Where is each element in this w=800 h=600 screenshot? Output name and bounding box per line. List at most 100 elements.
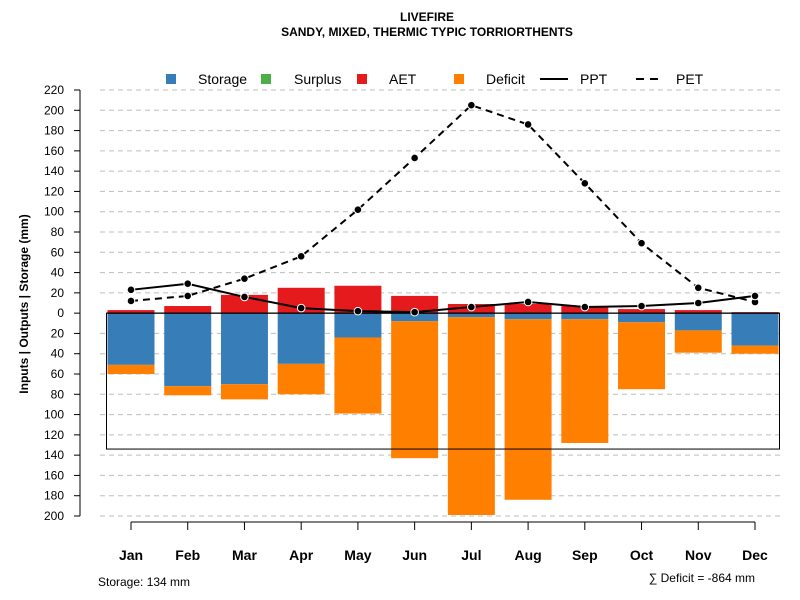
x-tick-label-oct: Oct — [630, 547, 654, 563]
chart-legend: Storage Surplus AET Deficit PPT PET — [166, 71, 704, 87]
pet-point — [467, 100, 476, 110]
deficit-bar — [618, 322, 666, 390]
y-tick-label: 100 — [44, 205, 64, 219]
y-tick-label: 140 — [44, 164, 64, 178]
y-tick-label: 100 — [44, 408, 64, 422]
x-tick-label-jan: Jan — [119, 547, 143, 563]
storage-bar — [447, 313, 495, 318]
y-tick-label: 80 — [51, 225, 65, 239]
ppt-point — [183, 279, 193, 289]
y-tick-label: 180 — [44, 124, 64, 138]
pet-point — [580, 179, 590, 188]
storage-bar — [561, 313, 609, 320]
y-tick-label: 20 — [51, 286, 65, 300]
aet-bar — [674, 310, 722, 314]
legend-label-surplus: Surplus — [294, 71, 341, 87]
ppt-point — [693, 298, 703, 308]
deficit-bar — [561, 319, 609, 443]
legend-swatch-surplus — [261, 74, 271, 84]
storage-bar — [618, 313, 666, 323]
y-tick-label: 120 — [44, 428, 64, 442]
storage-capacity-group — [106, 312, 780, 450]
y-tick-label: 200 — [44, 509, 64, 523]
deficit-bar — [220, 384, 268, 400]
deficit-bar — [391, 321, 439, 459]
x-tick-label-sep: Sep — [572, 547, 598, 563]
y-tick-label: 0 — [57, 306, 64, 320]
y-tick-label: 120 — [44, 184, 64, 198]
footer-deficit: ∑ Deficit = -864 mm — [649, 571, 755, 585]
chart-title: LIVEFIRE — [400, 10, 454, 24]
ppt-point — [467, 302, 476, 312]
y-tick-label: 80 — [51, 387, 65, 401]
y-tick-label: 160 — [44, 468, 64, 482]
pet-point — [693, 283, 703, 293]
ppt-point — [353, 306, 363, 316]
pet-point — [240, 274, 249, 283]
legend-label-aet: AET — [389, 71, 417, 87]
x-tick-label-nov: Nov — [685, 547, 712, 563]
deficit-bar — [164, 386, 212, 396]
pet-point — [183, 291, 193, 301]
footer-storage: Storage: 134 mm — [98, 575, 190, 589]
aet-bar — [504, 304, 552, 314]
storage-bar — [277, 313, 325, 364]
storage-bar — [334, 313, 382, 338]
deficit-bar — [107, 364, 155, 374]
legend-label-pet: PET — [676, 71, 704, 87]
deficit-bar — [731, 345, 779, 354]
storage-bar — [220, 313, 268, 385]
ppt-point — [410, 307, 419, 317]
y-axis-title: Inputs | Outputs | Storage (mm) — [17, 214, 31, 393]
x-axis: Jan Feb Mar Apr May Jun Jul Aug Sep Oct Nov Dec — [119, 521, 768, 563]
deficit-bar — [277, 363, 325, 395]
pet-point — [410, 153, 419, 163]
x-tick-label-dec: Dec — [742, 547, 768, 563]
y-tick-label: 40 — [51, 347, 65, 361]
aet-bar — [618, 309, 666, 314]
ppt-point — [126, 285, 136, 295]
y-tick-label: 60 — [51, 367, 65, 381]
storage-bar — [674, 313, 722, 331]
storage-bar — [504, 313, 552, 320]
lines-group — [126, 100, 760, 317]
pet-point — [296, 252, 306, 261]
aet-bar — [164, 306, 212, 314]
x-tick-label-feb: Feb — [175, 547, 200, 563]
pet-point — [523, 120, 533, 129]
ppt-point — [750, 291, 760, 301]
chart-subtitle: SANDY, MIXED, THERMIC TYPIC TORRIORTHENT… — [281, 25, 573, 39]
aet-bar — [391, 295, 439, 314]
y-tick-label: 160 — [44, 144, 64, 158]
aet-bar — [107, 310, 155, 314]
ppt-point — [523, 297, 533, 307]
ppt-line — [130, 282, 756, 314]
legend-label-storage: Storage — [198, 71, 247, 87]
legend-swatch-deficit — [454, 74, 464, 84]
storage-bar — [731, 313, 779, 346]
ppt-point — [296, 303, 306, 313]
legend-label-ppt: PPT — [580, 71, 608, 87]
y-axis: 2202001801601401201008060402002040608010… — [44, 83, 81, 523]
pet-point — [353, 205, 363, 214]
ppt-point — [240, 292, 249, 302]
y-tick-label: 140 — [44, 448, 64, 462]
legend-swatch-storage — [166, 74, 176, 84]
deficit-bar — [674, 330, 722, 353]
y-tick-label: 20 — [51, 326, 65, 340]
storage-bar — [164, 313, 212, 387]
deficit-bar — [447, 317, 495, 515]
deficit-bar — [334, 337, 382, 414]
bars-group — [107, 285, 779, 515]
x-tick-label-jul: Jul — [461, 547, 481, 563]
ppt-point — [580, 302, 590, 312]
y-tick-label: 180 — [44, 489, 64, 503]
x-tick-label-mar: Mar — [232, 547, 257, 563]
y-tick-label: 200 — [44, 103, 64, 117]
storage-bar — [107, 313, 155, 365]
storage-bar — [391, 313, 439, 322]
y-tick-label: 220 — [44, 83, 64, 97]
pet-point — [637, 238, 646, 248]
deficit-bar — [504, 319, 552, 500]
